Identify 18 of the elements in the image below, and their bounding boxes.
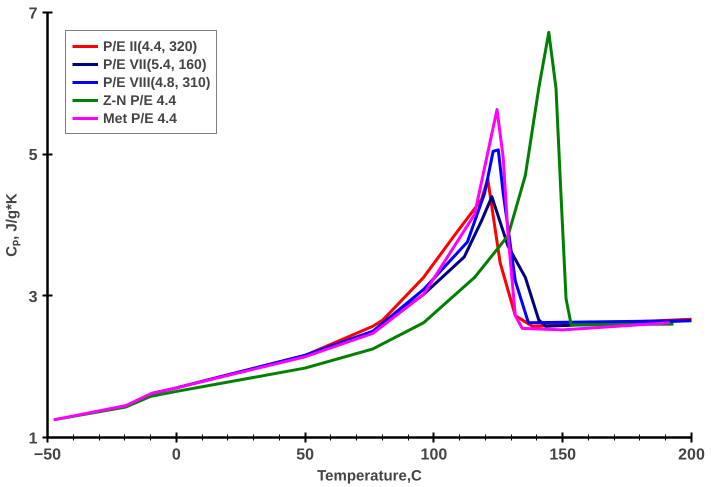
x-tick-label: 100 [420,446,448,464]
legend-label: P/E VII(5.4, 160) [103,55,206,73]
x-tick-label: 150 [549,446,576,464]
legend-label: P/E II(4.4, 320) [103,37,198,55]
legend-label: Met P/E 4.4 [103,109,177,127]
legend-label: P/E VIII(4.8, 310) [103,73,210,91]
x-axis-title: Temperature,C [317,468,422,484]
line-series [52,108,672,422]
x-tick-label: −50 [34,446,62,464]
legend-label: Z-N P/E 4.4 [103,91,176,109]
y-tick-label: 7 [28,6,38,22]
y-tick-label: 3 [28,288,38,306]
x-tick-label: 200 [678,446,705,464]
y-axis-title: Cₚ, J/g*K [4,193,21,257]
x-tick-label: 0 [172,446,181,464]
y-tick-label: 5 [28,147,38,164]
x-tick-label: 50 [296,446,314,464]
y-tick-label: 1 [28,430,38,448]
